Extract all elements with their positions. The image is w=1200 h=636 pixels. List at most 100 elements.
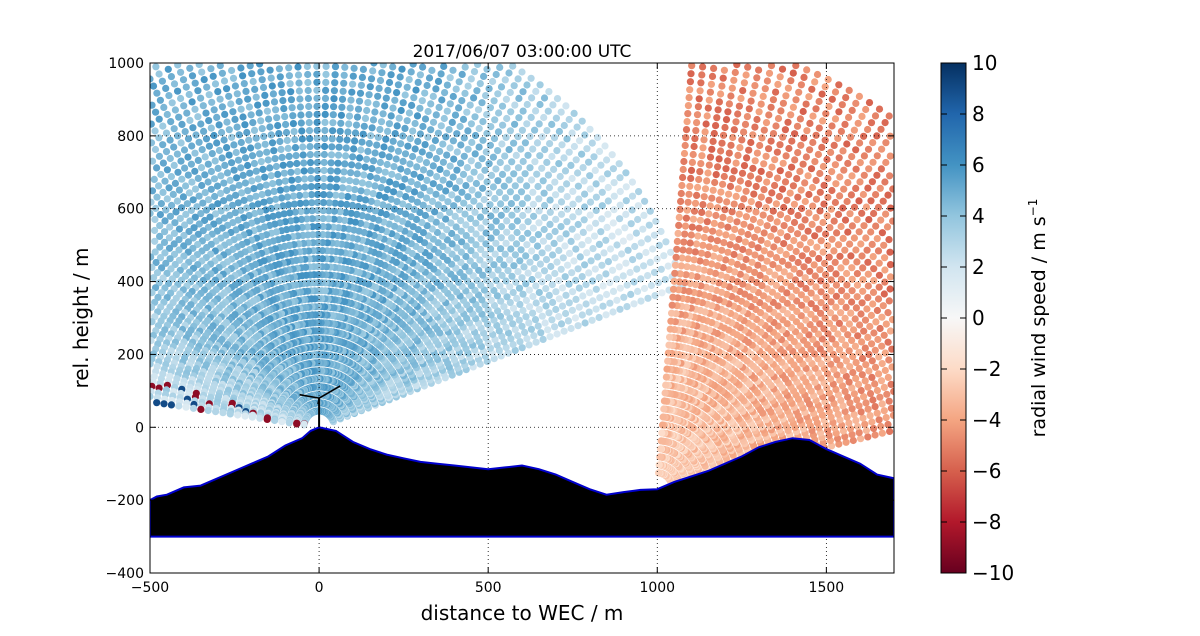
scan-point	[266, 197, 274, 205]
scan-point	[425, 74, 434, 82]
scan-point	[351, 186, 359, 194]
scan-point	[260, 198, 268, 206]
scan-point	[155, 115, 163, 123]
scan-point	[289, 184, 297, 192]
scan-point	[435, 103, 443, 111]
scan-point	[467, 120, 475, 128]
scan-point	[244, 187, 252, 195]
scan-point	[826, 224, 834, 232]
scan-point	[340, 168, 348, 176]
scan-point	[408, 195, 416, 203]
scan-point	[859, 264, 867, 272]
scan-point	[855, 228, 863, 236]
scan-point	[633, 265, 641, 273]
scan-point	[875, 370, 883, 378]
scan-point	[328, 135, 336, 143]
scan-point	[865, 165, 873, 173]
scan-point	[546, 140, 554, 148]
scan-point	[220, 197, 228, 205]
scan-point	[235, 97, 243, 106]
scan-point	[563, 180, 571, 188]
scan-point	[263, 148, 271, 156]
scan-point	[461, 89, 469, 97]
scan-point	[170, 161, 178, 169]
scan-point	[272, 195, 280, 203]
scan-point	[342, 208, 350, 216]
scan-point	[384, 127, 392, 135]
scan-point	[344, 128, 352, 136]
scan-point	[341, 216, 349, 224]
scan-point	[278, 153, 286, 161]
scan-point	[842, 258, 850, 266]
scan-point	[864, 270, 872, 278]
scan-point	[449, 137, 457, 145]
scan-point	[514, 164, 523, 172]
scan-point	[506, 298, 514, 307]
scan-point	[512, 240, 521, 248]
scan-point	[873, 235, 881, 243]
scan-point	[376, 158, 384, 167]
scan-point	[637, 297, 645, 305]
scan-point	[645, 221, 653, 229]
scan-point	[524, 229, 532, 237]
scan-point	[504, 329, 513, 337]
scan-point	[507, 108, 515, 116]
scan-point	[350, 193, 358, 202]
scan-point	[503, 217, 511, 225]
scan-point	[324, 223, 332, 231]
scan-point	[551, 323, 559, 331]
scan-point	[439, 140, 447, 148]
scan-point	[546, 220, 554, 228]
scan-point	[426, 169, 434, 177]
scan-point	[586, 198, 595, 206]
scan-point	[511, 326, 519, 334]
scan-point	[532, 253, 540, 262]
scan-point	[410, 205, 418, 213]
scan-point	[419, 166, 428, 174]
scan-point	[399, 157, 407, 165]
scan-point	[603, 223, 611, 231]
scan-point	[881, 266, 889, 274]
scan-point	[337, 111, 345, 119]
scan-point	[207, 185, 215, 193]
scan-point	[393, 122, 401, 130]
scan-point	[479, 118, 487, 126]
scan-point	[377, 184, 385, 192]
scan-point	[873, 171, 881, 179]
scan-point	[248, 413, 256, 421]
scan-point	[285, 152, 293, 160]
scan-point	[446, 100, 454, 108]
scan-point	[515, 316, 523, 324]
scan-point	[160, 103, 168, 111]
scan-point	[450, 155, 458, 163]
scan-point	[292, 152, 300, 160]
scan-point	[600, 249, 608, 257]
scan-point	[419, 122, 427, 131]
scan-point	[486, 201, 494, 209]
scan-point	[487, 296, 495, 304]
scan-point	[255, 109, 263, 117]
scan-point	[553, 258, 561, 266]
scan-point	[489, 77, 497, 86]
scan-point	[462, 242, 470, 250]
scan-point	[287, 96, 295, 104]
scan-point	[848, 298, 856, 306]
scan-point	[851, 315, 859, 323]
scan-point	[886, 261, 894, 269]
scan-point	[326, 175, 334, 183]
scan-point	[602, 236, 610, 244]
scan-point	[493, 341, 501, 349]
scan-point	[343, 136, 351, 144]
scan-point	[508, 223, 516, 231]
scan-point	[864, 184, 872, 192]
scan-left	[150, 63, 687, 429]
scan-point	[345, 120, 353, 128]
scan-point	[602, 270, 610, 278]
scan-point	[472, 179, 480, 188]
scan-point	[864, 405, 872, 413]
scan-point	[221, 161, 229, 169]
scan-point	[615, 263, 623, 271]
scan-point	[875, 416, 883, 424]
scan-point	[490, 135, 499, 143]
scan-point	[613, 275, 621, 283]
